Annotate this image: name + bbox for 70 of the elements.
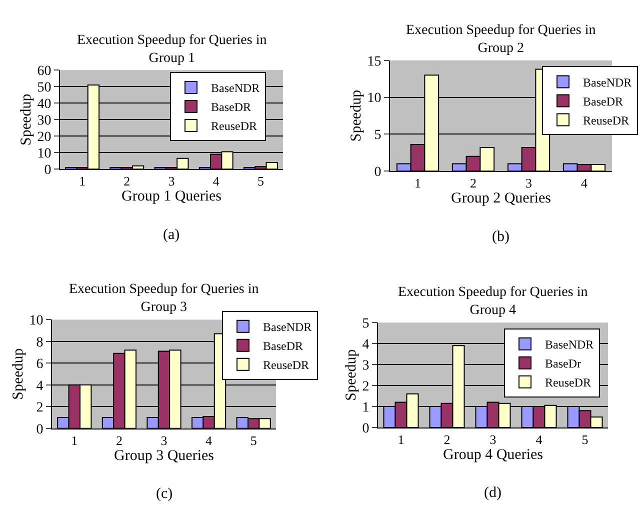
legend-label: BaseDR	[263, 339, 303, 354]
y-tick-label: 15	[367, 54, 382, 70]
x-tick-label: 3	[526, 176, 532, 191]
x-tick-label: 4	[212, 174, 220, 189]
x-axis-title: Group 3 Queries	[114, 448, 214, 464]
text: (a)	[163, 227, 180, 243]
y-tick-label: 4	[36, 378, 44, 394]
x-tick-label: 1	[398, 432, 404, 448]
y-tick-label: 40	[37, 97, 52, 112]
x-tick-label: 3	[160, 433, 168, 448]
chart-title: Execution Speedup for Queries in Group 3	[69, 282, 259, 316]
x-tick-label: 2	[470, 176, 476, 191]
y-tick-label: 10	[37, 146, 52, 162]
legend-label: ReuseDR	[583, 113, 629, 128]
legend-label: BaseNDR	[211, 81, 260, 96]
legend-label: BaseNDR	[545, 338, 594, 352]
x-tick-label: 2	[444, 432, 450, 448]
y-tick-label: 8	[36, 335, 44, 350]
y-tick-label: 10	[29, 314, 44, 329]
y-axis-title: Speedup	[348, 90, 364, 142]
x-tick-label: 5	[582, 432, 588, 448]
legend-label: BaseNDR	[263, 320, 312, 334]
text: (b)	[492, 229, 510, 245]
x-axis-title: Group 4 Queries	[443, 447, 544, 464]
y-tick-label: 5	[374, 128, 382, 144]
y-tick-label: 0	[36, 422, 44, 438]
y-tick-label: 0	[44, 163, 52, 178]
y-axis-title: Speedup	[10, 348, 26, 400]
legend-label: ReuseDR	[211, 119, 257, 134]
x-tick-label: 5	[257, 174, 264, 189]
x-tick-label: 3	[168, 174, 175, 189]
y-tick-label: 60	[37, 64, 52, 79]
x-tick-label: 5	[250, 433, 257, 448]
x-axis-title: Group 1 Queries	[122, 188, 222, 205]
x-tick-label: 2	[116, 433, 122, 448]
x-tick-label: 4	[536, 432, 543, 448]
y-tick-label: 0	[362, 421, 370, 436]
y-tick-label: 20	[37, 130, 52, 146]
legend-label: ReuseDR	[545, 376, 591, 390]
legend-label: BaseDR	[211, 100, 251, 114]
y-tick-label: 3	[362, 358, 370, 374]
text: (c)	[156, 486, 173, 502]
x-tick-label: 1	[79, 174, 86, 189]
y-tick-label: 0	[374, 164, 382, 180]
chart-title: Execution Speedup for Queries in Group 4	[398, 285, 588, 318]
legend-label: BaseNDR	[583, 75, 632, 90]
legend-label: BaseDr	[545, 356, 581, 371]
y-tick-label: 5	[362, 316, 370, 332]
x-axis-title: Group 2 Queries	[451, 190, 552, 207]
y-tick-label: 50	[37, 80, 52, 96]
legend-label: ReuseDR	[263, 358, 309, 372]
x-tick-label: 2	[124, 174, 130, 189]
y-tick-label: 6	[36, 357, 44, 372]
y-axis-title: Speedup	[18, 94, 34, 146]
x-tick-label: 3	[490, 432, 496, 448]
y-tick-label: 1	[362, 400, 370, 416]
x-tick-label: 1	[71, 433, 78, 448]
legend-label: BaseDR	[583, 94, 623, 108]
y-tick-label: 2	[362, 379, 370, 394]
y-tick-label: 4	[362, 337, 370, 352]
y-tick-label: 2	[36, 400, 44, 416]
chart-title: Execution Speedup for Queries in Group 1	[77, 33, 267, 66]
x-tick-label: 4	[206, 433, 213, 448]
y-tick-label: 30	[37, 114, 52, 129]
x-tick-label: 1	[414, 176, 421, 191]
y-tick-label: 10	[367, 91, 382, 106]
text: (d)	[484, 485, 502, 501]
chart-title: Execution Speedup for Queries in Group 2	[406, 23, 596, 56]
y-axis-title: Speedup	[343, 349, 360, 401]
x-tick-label: 4	[581, 176, 588, 191]
